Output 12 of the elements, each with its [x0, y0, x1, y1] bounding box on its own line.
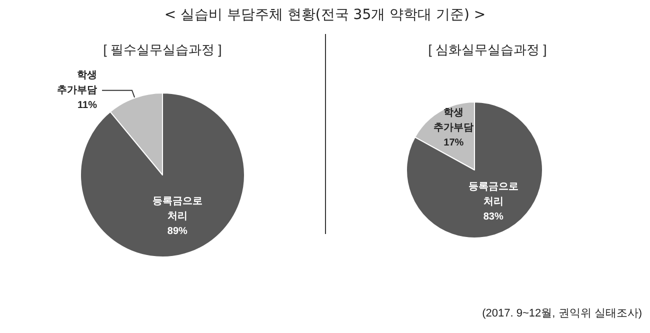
slice-label: 등록금으로 처리: [152, 196, 202, 222]
slice-label: 학생 추가부담: [57, 70, 98, 96]
chart-subtitle: [ 심화실무실습과정 ]: [428, 42, 547, 57]
text: (2017. 9~12월, 권익위 실태조사): [482, 308, 642, 320]
data-label: 17%: [444, 138, 464, 149]
slice-label: 등록금으로 처리: [468, 181, 518, 208]
data-label: 83%: [483, 211, 504, 222]
data-label: 11%: [78, 100, 98, 111]
slice-label: 학생 추가부담: [434, 108, 474, 134]
data-label: 89%: [167, 226, 188, 237]
chart-subtitle: [ 필수실무실습과정 ]: [103, 42, 222, 57]
text: < 실습비 부담주체 현황(전국 35개 약학대 기준) >: [163, 6, 487, 24]
